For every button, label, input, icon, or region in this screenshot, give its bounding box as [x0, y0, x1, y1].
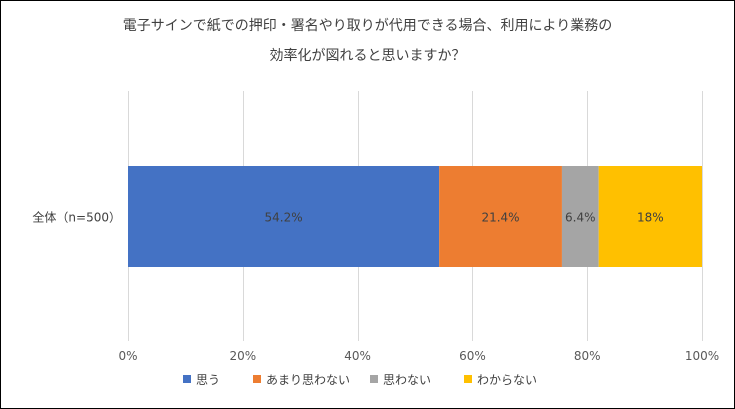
- bar-segment: [598, 166, 702, 267]
- x-tick-label: 0%: [118, 349, 137, 363]
- data-label: 18%: [637, 211, 664, 225]
- bar-segment: [561, 166, 599, 267]
- legend-swatch: [370, 375, 378, 383]
- chart-title-line-2: 効率化が図れると思いますか？: [269, 48, 466, 64]
- chart-title: 電子サインで紙での押印・署名やり取りが代用できる場合、利用により業務の 効率化が…: [1, 11, 734, 71]
- bar-segment: [439, 166, 562, 267]
- legend-label: わからない: [477, 373, 537, 387]
- data-label: 6.4%: [565, 211, 596, 225]
- category-label: 全体（n=500）: [32, 210, 121, 225]
- x-tick-label: 60%: [459, 349, 486, 363]
- chart-title-line-1: 電子サインで紙での押印・署名やり取りが代用できる場合、利用により業務の: [122, 18, 613, 34]
- legend-swatch: [253, 375, 261, 383]
- x-tick-label: 80%: [574, 349, 601, 363]
- x-tick-label: 100%: [685, 349, 719, 363]
- data-label: 54.2%: [264, 211, 302, 225]
- legend-label: 思う: [196, 373, 220, 387]
- bar-segment: [128, 166, 440, 267]
- x-tick-label: 40%: [344, 349, 371, 363]
- legend-swatch: [183, 375, 191, 383]
- x-tick-label: 20%: [229, 349, 256, 363]
- data-label: 21.4%: [481, 211, 519, 225]
- legend-label: あまり思わない: [266, 373, 350, 387]
- legend-label: 思わない: [383, 373, 431, 387]
- legend-swatch: [464, 375, 472, 383]
